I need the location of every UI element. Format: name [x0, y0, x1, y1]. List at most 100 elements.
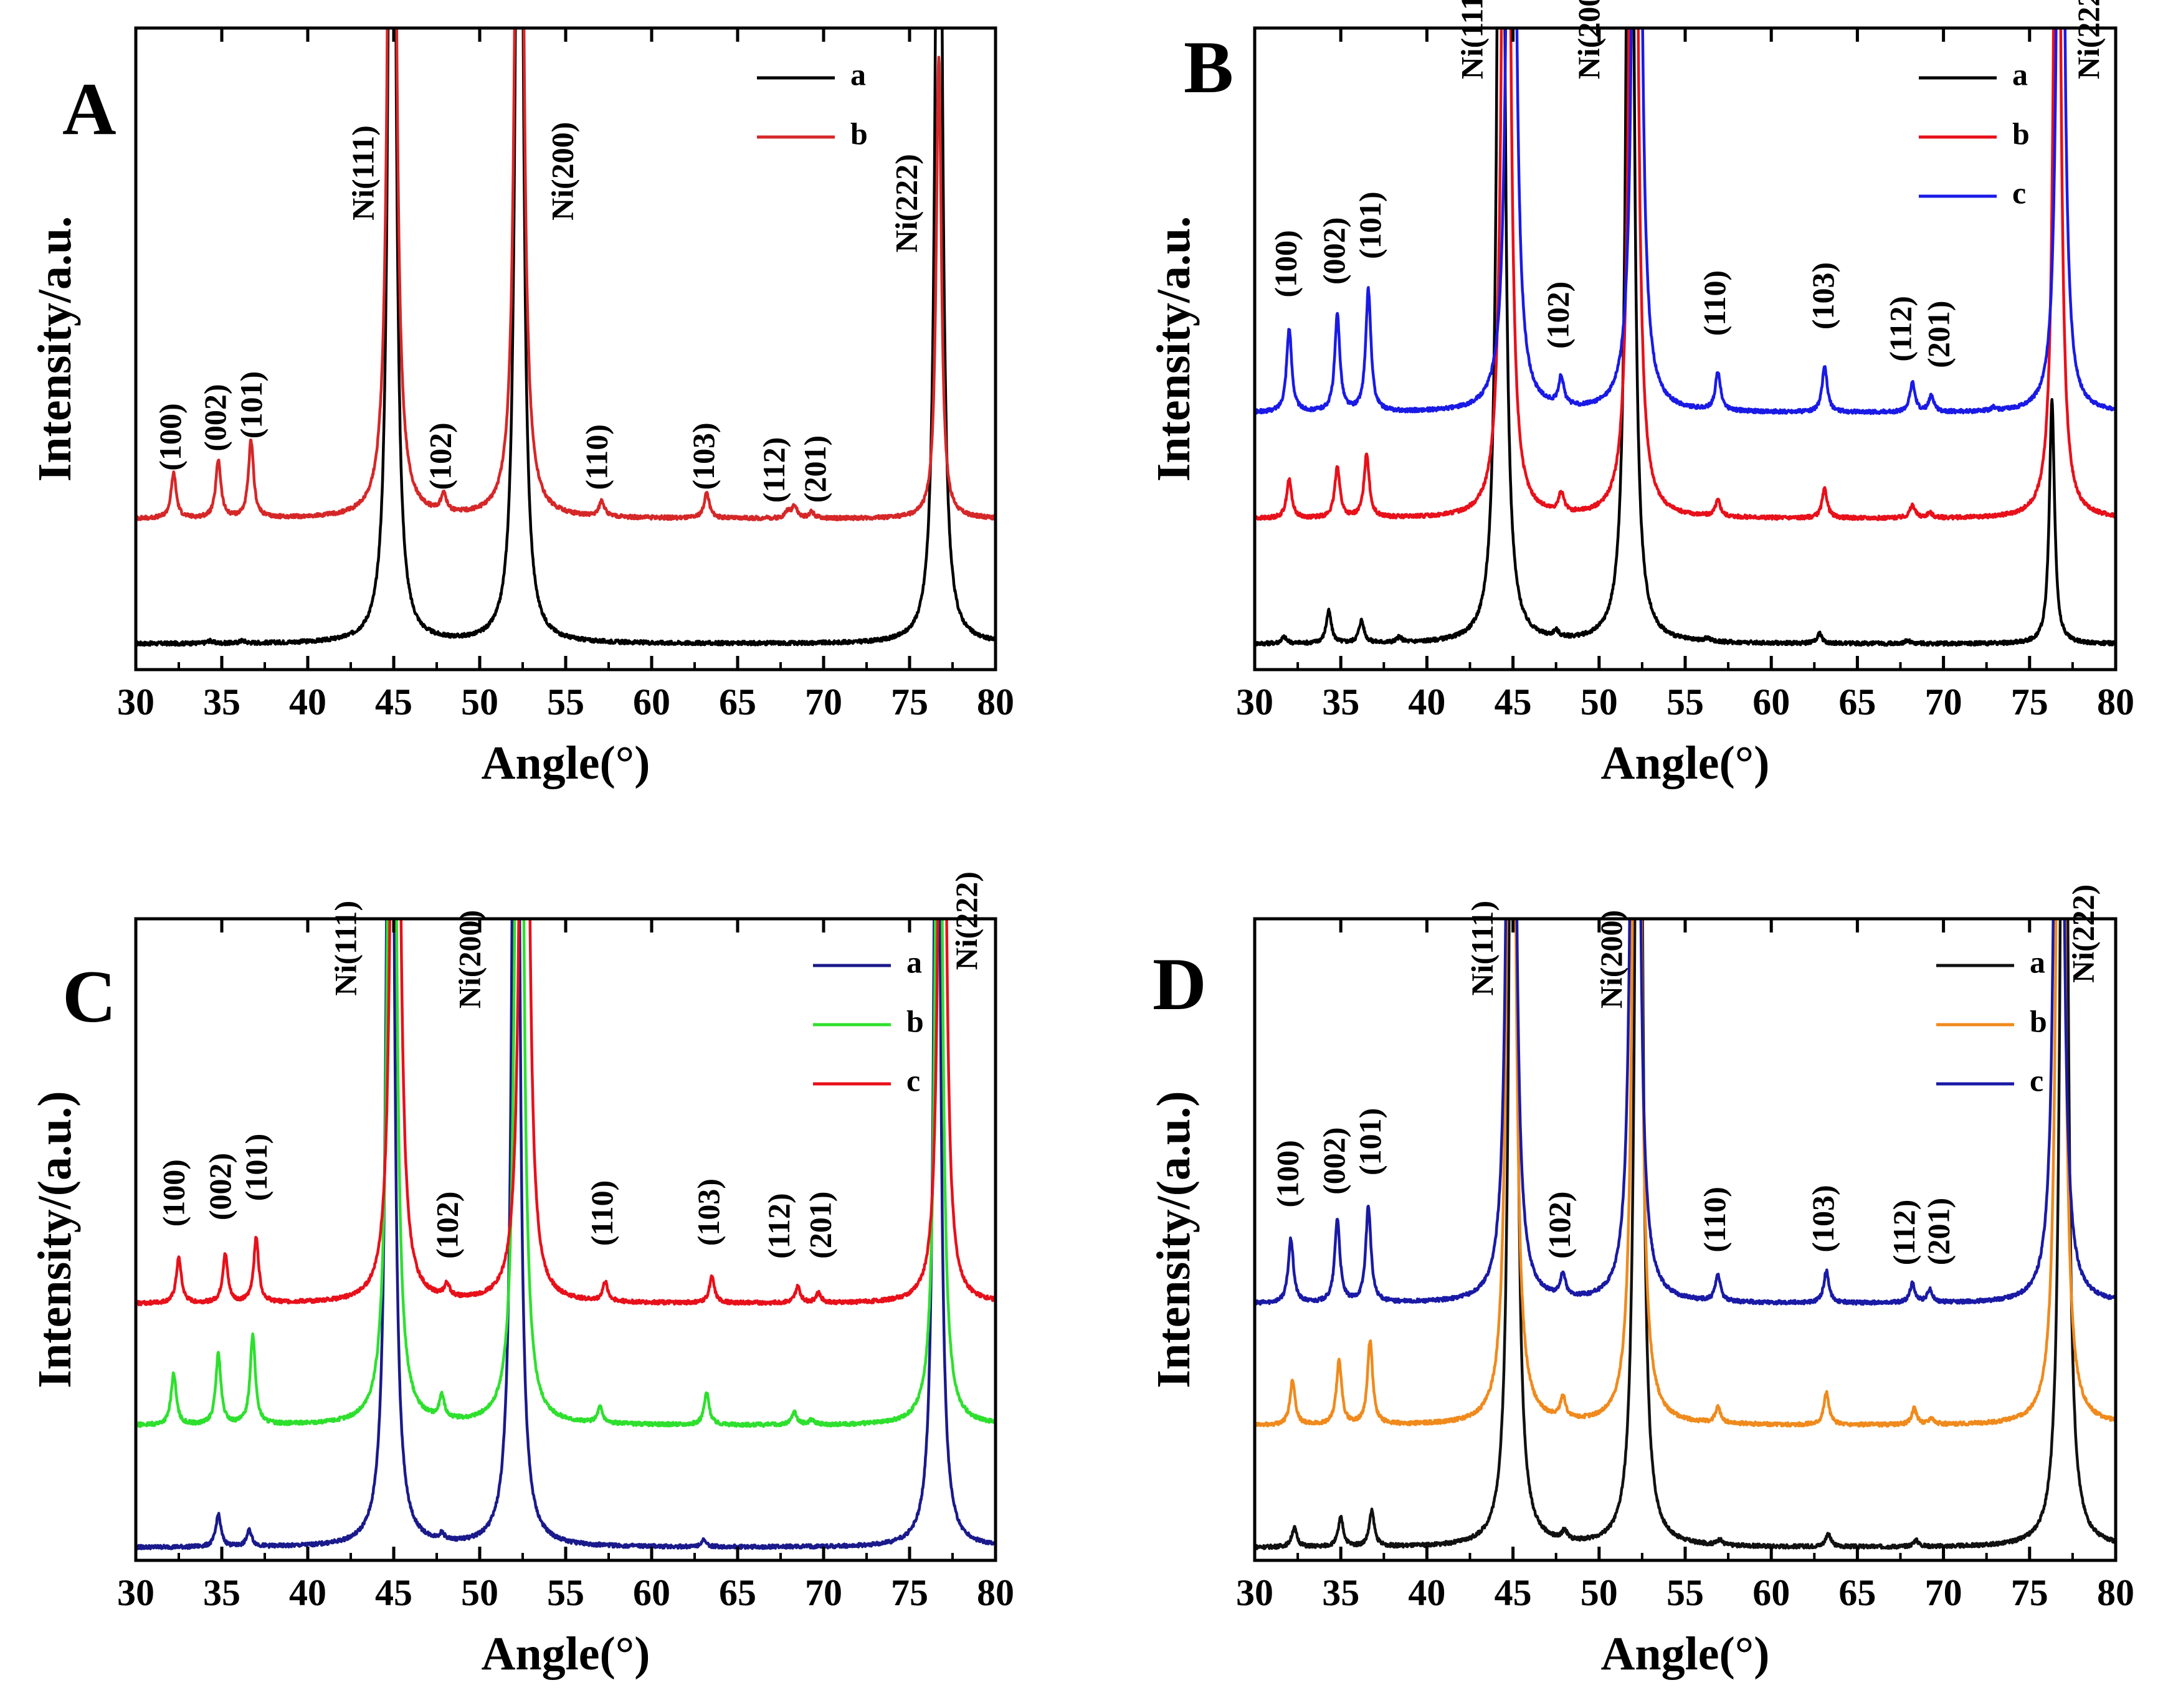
x-axis-label: Angle(°)	[1600, 1628, 1769, 1680]
series-line-a	[136, 0, 996, 645]
x-tick-label: 30	[1236, 1572, 1273, 1613]
x-tick-label: 70	[805, 1572, 842, 1613]
x-tick-label: 30	[117, 681, 155, 723]
x-tick-label: 30	[1236, 681, 1273, 723]
x-tick-label: 70	[1925, 681, 1962, 723]
legend: abc	[1936, 944, 2047, 1098]
x-tick-label: 40	[289, 1572, 326, 1613]
x-tick-label: 35	[203, 1572, 240, 1613]
peak-label: (201)	[1921, 301, 1956, 368]
peak-label: (002)	[1316, 1127, 1351, 1195]
x-axis-label: Angle(°)	[481, 737, 650, 789]
legend: ab	[757, 57, 868, 151]
x-tick-label: 65	[1838, 1572, 1876, 1613]
peak-label: (110)	[579, 424, 614, 490]
peak-label: Ni(200)	[1571, 0, 1606, 79]
peak-label: (112)	[1886, 1200, 1921, 1266]
y-axis-label: Intensity/a.u.	[29, 216, 81, 482]
panel-c: 30 35 40 45 50 55 60 65 70 75 80 Angle(°) Intensity/…	[29, 0, 1014, 1680]
x-tick-label: 65	[719, 681, 756, 723]
peak-label: (101)	[1353, 191, 1387, 259]
legend-label-c: c	[2012, 175, 2026, 210]
peak-label: (110)	[1697, 1187, 1732, 1253]
x-tick-label: 40	[289, 681, 326, 723]
peak-label: Ni(111)	[328, 901, 363, 996]
y-axis-label: Intensity/a.u.	[1148, 216, 1200, 482]
legend: abc	[1919, 57, 2030, 210]
x-tick-label: 45	[375, 1572, 412, 1613]
peak-label: (002)	[197, 384, 232, 451]
x-tick-label: 75	[2011, 1572, 2048, 1613]
peak-label: Ni(111)	[345, 125, 380, 221]
legend-label-a: a	[850, 57, 866, 92]
peak-label: Ni(200)	[544, 122, 579, 221]
y-axis-label: Intensity/(a.u.)	[1148, 1091, 1200, 1388]
peak-label: (002)	[1316, 217, 1351, 285]
x-tick-label: 65	[1838, 681, 1876, 723]
peak-label: (103)	[691, 1179, 726, 1246]
legend-label-b: b	[906, 1003, 924, 1038]
panel-letter: A	[62, 67, 116, 150]
series-line-b	[136, 0, 996, 520]
x-tick-label: 60	[1752, 681, 1790, 723]
x-tick-label: 80	[2097, 681, 2134, 723]
peak-label: (002)	[202, 1153, 237, 1220]
legend-label-b: b	[2012, 116, 2030, 151]
x-tick-label: 55	[1666, 1572, 1704, 1613]
series-line-a	[136, 136, 996, 1549]
panel-b: 30 35 40 45 50 55 60 65 70 75 80 Angle(°) Intensity/…	[1148, 0, 2134, 789]
panel-letter: C	[62, 955, 116, 1038]
legend: abc	[813, 944, 924, 1098]
x-tick-label: 45	[375, 681, 412, 723]
peak-label: Ni(200)	[452, 910, 487, 1008]
panel-a: 30 35 40 45 50 55 60 65 70 75 80 Angle(°) Intensity/…	[29, 0, 1014, 789]
x-tick-label: 70	[1925, 1572, 1962, 1613]
x-tick-label: 30	[117, 1572, 155, 1613]
x-tick-label: 45	[1495, 1572, 1532, 1613]
peak-label: (103)	[1805, 262, 1840, 330]
peak-label: (102)	[1540, 282, 1575, 349]
peak-label: (100)	[1270, 1140, 1305, 1207]
x-tick-label: 80	[977, 681, 1014, 723]
x-tick-label: 65	[719, 1572, 756, 1613]
panel-letter: D	[1153, 942, 1207, 1025]
peak-label: Ni(222)	[949, 871, 984, 970]
peak-label: (102)	[423, 422, 458, 490]
peak-label: (101)	[234, 371, 269, 439]
peak-label: Ni(111)	[1465, 901, 1500, 996]
series-group	[136, 0, 996, 645]
peak-label: (101)	[239, 1134, 273, 1201]
panel-letter: B	[1184, 26, 1234, 108]
x-axis-label: Angle(°)	[1600, 737, 1769, 789]
x-tick-label: 35	[1322, 681, 1359, 723]
peak-label: (201)	[797, 435, 832, 503]
series-group	[1255, 0, 2116, 645]
x-tick-label: 55	[547, 681, 584, 723]
x-tick-label: 50	[461, 1572, 498, 1613]
peak-label: (100)	[1268, 230, 1303, 297]
x-tick-label: 50	[1581, 681, 1618, 723]
peak-label: (112)	[1883, 296, 1918, 362]
legend-label-a: a	[906, 944, 922, 979]
peak-label: (100)	[153, 403, 188, 470]
x-tick-label: 50	[461, 681, 498, 723]
peak-label: (110)	[584, 1180, 619, 1246]
x-tick-label: 40	[1408, 1572, 1445, 1613]
legend-label-a: a	[2030, 944, 2045, 979]
peak-label: (101)	[1353, 1108, 1387, 1175]
x-tick-label: 80	[2097, 1572, 2134, 1613]
legend-label-c: c	[906, 1063, 920, 1098]
peak-label: (112)	[756, 437, 791, 503]
peak-label: (103)	[686, 422, 721, 490]
peak-label: (100)	[156, 1159, 191, 1226]
x-tick-label: 60	[633, 681, 670, 723]
x-tick-label: 45	[1495, 681, 1532, 723]
x-axis-label: Angle(°)	[481, 1628, 650, 1680]
y-axis-label: Intensity/(a.u.)	[29, 1091, 81, 1388]
x-tick-label: 75	[891, 681, 928, 723]
plot-frame	[136, 919, 996, 1560]
x-tick-label: 80	[977, 1572, 1014, 1613]
peak-label: (102)	[430, 1192, 465, 1259]
x-tick-label: 40	[1408, 681, 1445, 723]
